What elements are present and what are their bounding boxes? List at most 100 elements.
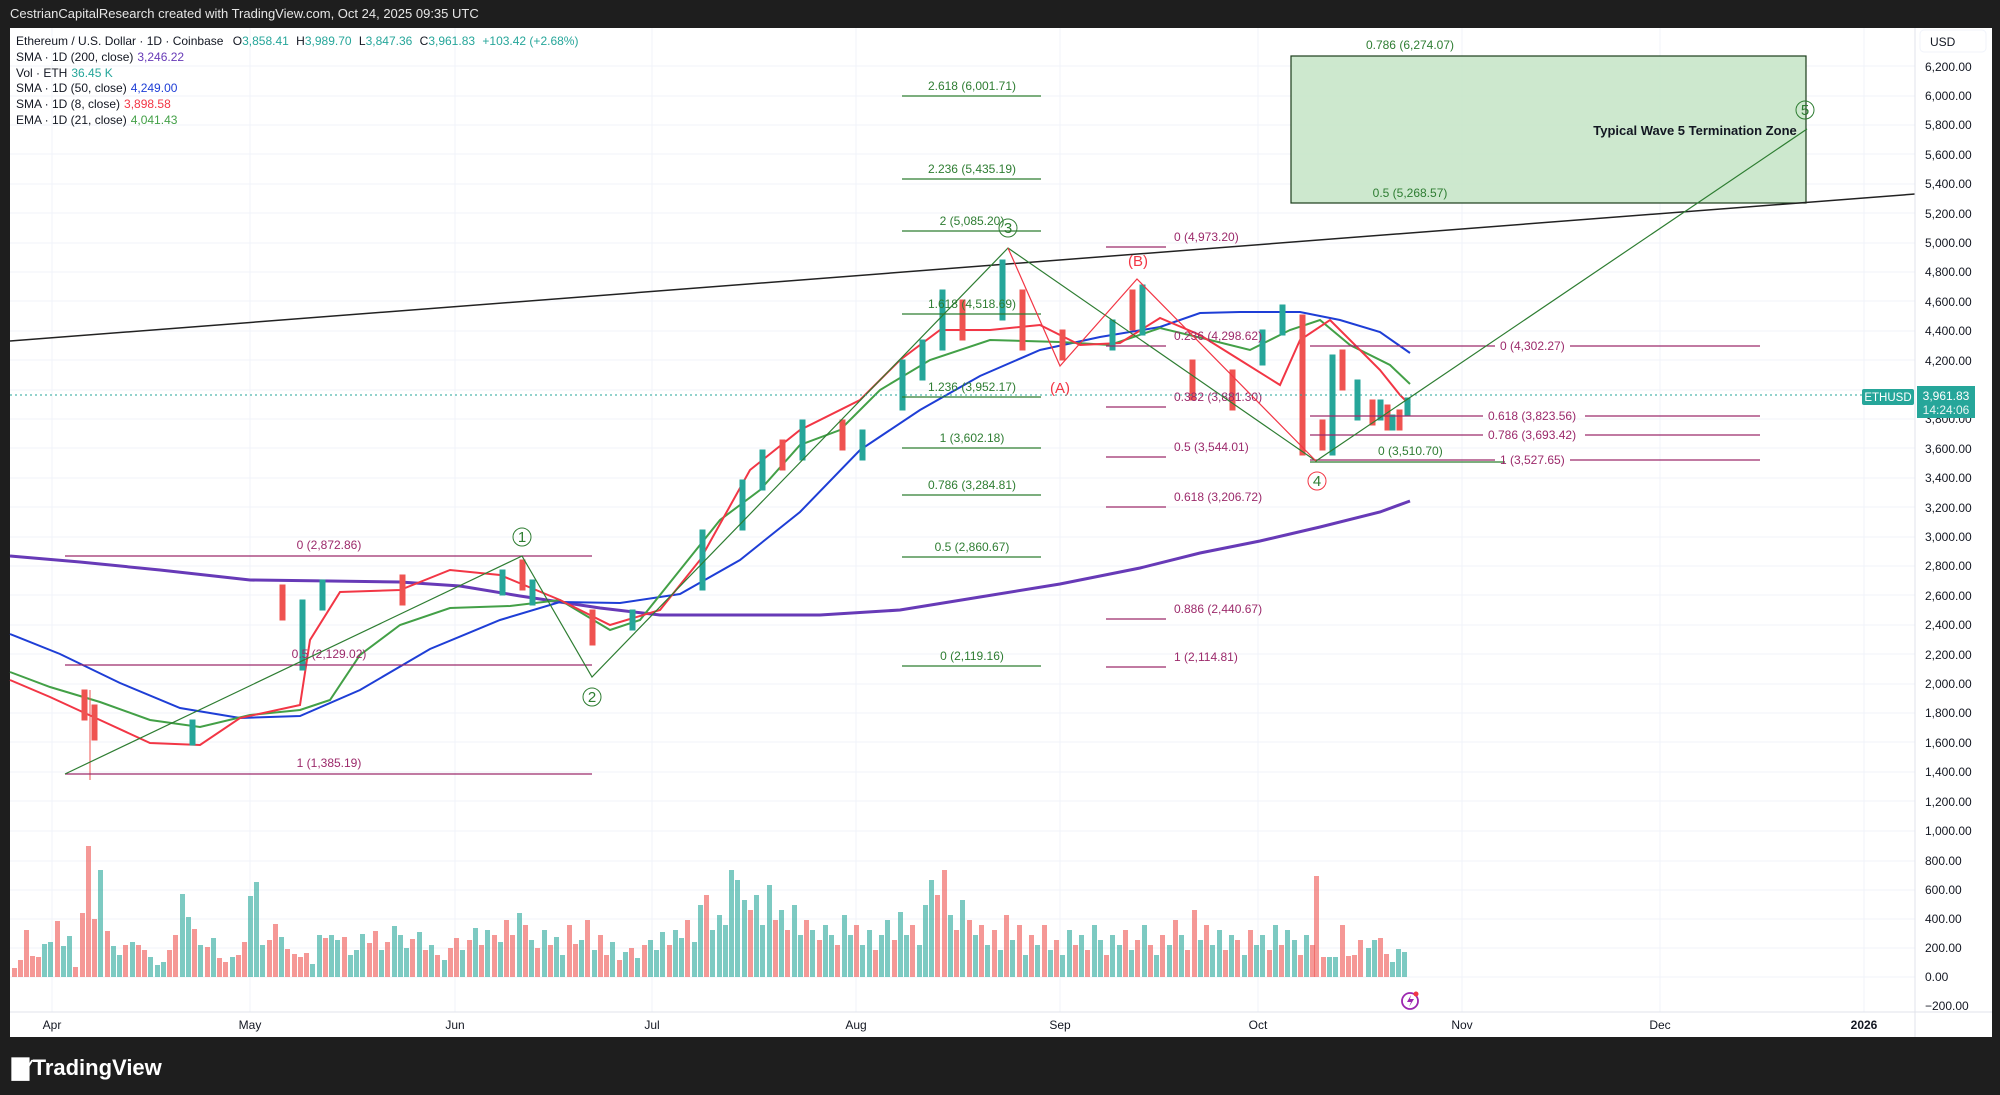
price-tick: 1,600.00: [1925, 736, 1972, 750]
price-tick: 3,200.00: [1925, 501, 1972, 515]
indicator-label: SMA · 1D (8, close): [16, 97, 121, 112]
time-tick: Nov: [1451, 1018, 1472, 1032]
price-tick: 6,200.00: [1925, 60, 1972, 74]
wave5-target-zone: [1290, 55, 1807, 204]
indicator-value: 3,898.58: [124, 97, 171, 112]
high-value: 3,989.70: [304, 34, 352, 48]
fib-label: 0.236 (4,298.62): [1174, 329, 1262, 343]
volume-tick: 400.00: [1925, 912, 1962, 926]
fib-label: 0.5 (3,544.01): [1174, 440, 1249, 454]
attribution-text: CestrianCapitalResearch created with Tra…: [10, 6, 479, 21]
price-tick: 5,000.00: [1925, 236, 1972, 250]
resistance-trendline: [9, 193, 1916, 342]
time-tick: Apr: [43, 1018, 62, 1032]
close-value: 3,961.83: [428, 34, 476, 48]
time-tick: Jun: [445, 1018, 464, 1032]
elliott-wave-path: [64, 128, 1808, 775]
wave-2-label: 2: [588, 689, 596, 706]
legend-sma8[interactable]: SMA · 1D (8, close) 3,898.58: [16, 97, 578, 113]
price-tick: 5,800.00: [1925, 118, 1972, 132]
tradingview-mark-icon: ▇∕: [12, 1055, 30, 1080]
fib-extension: [902, 95, 1041, 667]
fib-label: 0.786 (6,274.07): [1366, 38, 1454, 52]
price-tick: 2,800.00: [1925, 559, 1972, 573]
bar-countdown: 14:24:06: [1923, 403, 1970, 417]
legend-volume[interactable]: Vol · ETH 36.45 K: [16, 66, 578, 82]
fib-label: 0.618 (3,823.56): [1488, 409, 1576, 423]
price-tick: 5,400.00: [1925, 177, 1972, 191]
fib-label: 1 (2,114.81): [1174, 650, 1238, 664]
legend-symbol-row[interactable]: Ethereum / U.S. Dollar · 1D · Coinbase O…: [16, 34, 578, 50]
price-tick: 3,600.00: [1925, 442, 1972, 456]
wave-1-label: 1: [518, 529, 526, 546]
fib-label: 1.236 (3,952.17): [928, 380, 1016, 394]
lightning-icon[interactable]: [1401, 991, 1419, 1010]
open-value: 3,858.41: [242, 34, 289, 48]
close-label: C: [419, 34, 429, 48]
last-price-tag: [1917, 386, 1975, 418]
volume-bars: [12, 846, 1407, 977]
fib-label: 0 (4,302.27): [1500, 339, 1565, 353]
fib-label: 2 (5,085.20): [940, 214, 1005, 228]
wave-markers: 1 2 3 4 5: [512, 100, 1815, 707]
fib-label: 0 (2,119.16): [940, 649, 1004, 663]
currency-button[interactable]: [1919, 29, 1987, 53]
indicator-label: SMA · 1D (200, close): [16, 49, 134, 64]
legend-sma50[interactable]: SMA · 1D (50, close) 4,249.00: [16, 81, 578, 97]
fib-label: 0 (4,973.20): [1174, 230, 1239, 244]
time-tick: Oct: [1249, 1018, 1268, 1032]
time-tick: Dec: [1649, 1018, 1670, 1032]
wave-4-label: 4: [1313, 473, 1321, 490]
chart-legend: Ethereum / U.S. Dollar · 1D · Coinbase O…: [16, 34, 578, 129]
abc-correction-path: [1007, 247, 1317, 462]
price-tick: 1,800.00: [1925, 706, 1972, 720]
price-tick: 4,400.00: [1925, 324, 1972, 338]
sma50-line: [9, 311, 1411, 720]
indicator-value: 4,041.43: [130, 112, 178, 127]
fib-label: 0.618 (3,206.72): [1174, 490, 1262, 504]
time-tick: Sep: [1049, 1018, 1071, 1032]
fib-label: 0 (2,872.86): [297, 538, 362, 552]
indicator-value: 36.45 K: [71, 65, 113, 80]
indicator-label: EMA · 1D (21, close): [16, 112, 127, 127]
open-label: O: [232, 34, 243, 48]
tradingview-logo[interactable]: ▇∕ TradingView: [12, 1055, 162, 1081]
change-value: +103.42 (+2.68%): [482, 34, 579, 48]
fib-label: 0.886 (2,440.67): [1174, 602, 1262, 616]
price-tick: 5,600.00: [1925, 148, 1972, 162]
fib-label: 1 (3,527.65): [1500, 453, 1565, 467]
price-tick: 3,000.00: [1925, 530, 1972, 544]
last-price-value: 3,961.83: [1923, 389, 1970, 403]
ema21-line: [9, 318, 1411, 729]
fib-label: 0 (3,510.70): [1378, 444, 1443, 458]
wave-b-label: (B): [1128, 253, 1148, 270]
legend-sma200[interactable]: SMA · 1D (200, close) 3,246.22: [16, 50, 578, 66]
fib-recent: [1310, 345, 1760, 461]
high-label: H: [296, 34, 305, 48]
legend-ema21[interactable]: EMA · 1D (21, close) 4,041.43: [16, 113, 578, 129]
low-value: 3,847.36: [365, 34, 413, 48]
fib-label: 0.786 (3,284.81): [928, 478, 1016, 492]
symbol-name: Ethereum / U.S. Dollar · 1D · Coinbase: [16, 34, 224, 48]
attribution-bar: CestrianCapitalResearch created with Tra…: [0, 0, 2000, 28]
fib-label: 0.5 (5,268.57): [1373, 186, 1448, 200]
time-tick: May: [239, 1018, 262, 1032]
wave-3-label: 3: [1004, 220, 1012, 237]
indicator-label: SMA · 1D (50, close): [16, 81, 127, 96]
fib-label: 2.236 (5,435.19): [928, 162, 1016, 176]
price-axis: USD 6,200.00 6,000.00 5,800.00 5,600.00 …: [1862, 28, 1987, 1037]
symbol-tag-label: ETHUSD: [1864, 392, 1911, 404]
indicator-value: 3,246.22: [137, 49, 185, 64]
indicator-label: Vol · ETH: [16, 65, 68, 80]
low-label: L: [358, 34, 366, 48]
volume-tick: 200.00: [1925, 941, 1962, 955]
price-tick: 1,200.00: [1925, 795, 1972, 809]
time-axis: Apr May Jun Jul Aug Sep Oct Nov Dec 2026: [43, 1018, 1878, 1032]
price-tick: 3,400.00: [1925, 471, 1972, 485]
volume-tick: 800.00: [1925, 854, 1962, 868]
symbol-tag: [1862, 389, 1914, 405]
fib-label: 0.786 (3,693.42): [1488, 428, 1576, 442]
footer: [0, 1037, 2000, 1095]
time-tick: Jul: [644, 1018, 659, 1032]
